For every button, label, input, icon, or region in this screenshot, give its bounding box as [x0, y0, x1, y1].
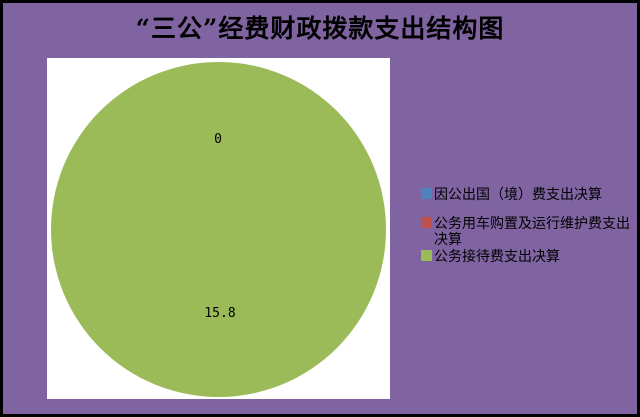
legend-item-gongwu-jiedai: 公务接待费支出决算 — [421, 248, 637, 264]
pie-slice-gongwu-jiedai — [51, 62, 386, 397]
plot-area: 0 15.8 — [47, 58, 390, 399]
legend-swatch-red — [421, 217, 432, 228]
legend-label: 公务用车购置及运行维护费支出决算 — [434, 215, 630, 247]
legend-label: 公务接待费支出决算 — [434, 248, 560, 264]
legend-swatch-blue — [421, 188, 432, 199]
chart-title: “三公”经费财政拨款支出结构图 — [135, 14, 505, 43]
legend-item-chuguo-fei: 因公出国（境）费支出决算 — [421, 186, 637, 202]
legend-label: 因公出国（境）费支出决算 — [434, 186, 602, 202]
data-label-green-slice: 15.8 — [204, 306, 236, 321]
data-label-zero: 0 — [214, 132, 222, 147]
legend-item-gongwu-yongche: 公务用车购置及运行维护费支出决算 — [421, 215, 637, 247]
legend-swatch-green — [421, 250, 432, 261]
legend: 因公出国（境）费支出决算 公务用车购置及运行维护费支出决算 公务接待费支出决算 — [421, 186, 637, 264]
